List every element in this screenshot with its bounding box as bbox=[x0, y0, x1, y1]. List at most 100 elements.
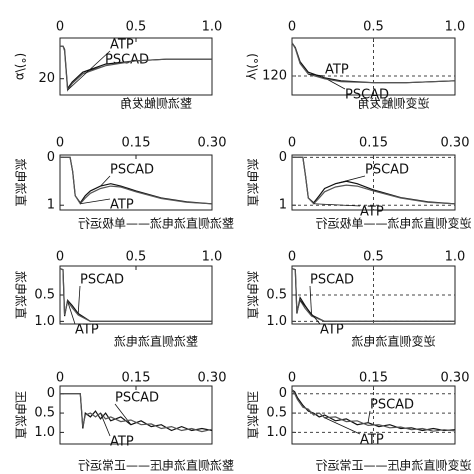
series-label: PSCAD bbox=[110, 163, 154, 178]
x-tick-label: 0 bbox=[56, 371, 64, 386]
x-tick-label: 0.5 bbox=[126, 250, 147, 265]
series-line bbox=[60, 393, 213, 433]
x-tick-label: 0.5 bbox=[126, 20, 147, 35]
y-axis-label: 直流电压 bbox=[14, 391, 28, 439]
x-tick-label: 1.0 bbox=[202, 250, 223, 265]
series-line bbox=[291, 389, 456, 432]
caption: 整流侧直流电压——正常运行 bbox=[78, 458, 234, 473]
caption: 整流侧直流电流——单极运行 bbox=[78, 216, 234, 231]
series-line bbox=[60, 393, 213, 432]
y-axis-label: 直流电压 bbox=[246, 391, 260, 439]
y-tick-label: 1.0 bbox=[34, 314, 55, 329]
label-arrow bbox=[367, 410, 371, 423]
x-tick-label: 0 bbox=[56, 250, 64, 265]
panel: 0 0.15 0.30 0 1 逆变侧直流电流——单极运行 直流电流 PSCAD ATP bbox=[246, 136, 472, 231]
caption: 逆变侧直流电流 bbox=[351, 334, 435, 349]
panel: 0 0.5 1.0 0.5 1.0 整流侧直流电流 直流电流 PSCAD ATP bbox=[14, 250, 223, 349]
series-line bbox=[291, 268, 455, 322]
label-arrow bbox=[324, 417, 361, 435]
y-tick-label: 0 bbox=[47, 386, 55, 401]
x-tick-label: 0.5 bbox=[363, 250, 384, 265]
caption: 逆变侧直流电压——正常运行 bbox=[315, 458, 471, 473]
caption: 整流侧触发角 bbox=[120, 96, 192, 111]
label-arrow bbox=[100, 175, 111, 187]
x-tick-label: 0.30 bbox=[198, 136, 227, 151]
y-tick-label: 0 bbox=[279, 386, 287, 401]
y-axis-label: 直流电流 bbox=[246, 271, 260, 319]
label-arrow bbox=[100, 412, 111, 437]
series-label: PSCAD bbox=[115, 391, 159, 406]
label-arrow bbox=[67, 301, 76, 325]
x-tick-label: 0.15 bbox=[359, 371, 388, 386]
series-line bbox=[60, 45, 212, 92]
panel: 0 0.15 0.30 0 1 整流侧直流电流——单极运行 直流电流 PSCAD ATP bbox=[14, 136, 235, 231]
label-arrow bbox=[308, 73, 326, 77]
y-tick-label: 0.5 bbox=[34, 288, 55, 303]
panel: 0 0.5 1.0 0.5 1.0 逆变侧直流电流 直流电流 PSCAD ATP bbox=[246, 250, 466, 349]
y-tick-label: 0 bbox=[279, 150, 287, 165]
caption: 逆变侧直流电流——单极运行 bbox=[315, 216, 471, 231]
y-tick-label: 20 bbox=[38, 71, 55, 86]
x-tick-label: 0 bbox=[288, 136, 296, 151]
series-label: ATP bbox=[75, 323, 99, 338]
y-axis-label: γ/(°) bbox=[246, 53, 260, 80]
y-tick-label: 0.5 bbox=[266, 406, 287, 421]
y-axis-label: α/(°) bbox=[14, 53, 28, 80]
panel: 0 0.15 0.30 0 0.5 1.0 逆变侧直流电压——正常运行 直流电压 PSCAD AT… bbox=[246, 371, 472, 473]
x-tick-label: 0.15 bbox=[359, 136, 388, 151]
x-tick-label: 0 bbox=[288, 20, 296, 35]
panel: 0 0.15 0.30 0 0.5 1.0 整流侧直流电压——正常运行 直流电压 PSCAD AT… bbox=[14, 371, 235, 473]
series-label: ATP bbox=[360, 205, 384, 220]
series-label: ATP bbox=[325, 63, 349, 78]
series-line bbox=[292, 156, 456, 205]
label-arrow bbox=[309, 285, 312, 316]
y-tick-label: 0 bbox=[47, 150, 55, 165]
series-label: ATP bbox=[360, 433, 384, 448]
label-arrow bbox=[77, 285, 81, 314]
x-tick-label: 0.5 bbox=[363, 20, 384, 35]
x-tick-label: 0 bbox=[288, 371, 296, 386]
y-tick-label: 1 bbox=[47, 198, 55, 213]
y-tick-label: 1.0 bbox=[34, 425, 55, 440]
x-tick-label: 0.15 bbox=[122, 136, 151, 151]
series-line bbox=[59, 268, 212, 322]
y-axis-label: 直流电流 bbox=[246, 158, 260, 206]
label-arrow bbox=[335, 175, 366, 185]
series-label: ATP bbox=[110, 435, 134, 450]
y-tick-label: 120 bbox=[262, 69, 287, 84]
x-tick-label: 0 bbox=[288, 250, 296, 265]
x-tick-label: 0.15 bbox=[122, 371, 151, 386]
panel: 0 0.5 1.0 120 逆变侧触发角 γ/(°) PSCAD ATP bbox=[246, 20, 466, 111]
series-label: PSCAD bbox=[365, 163, 409, 178]
y-axis-label: 直流电流 bbox=[14, 158, 28, 206]
label-arrow bbox=[67, 50, 111, 91]
x-tick-label: 0.30 bbox=[441, 136, 470, 151]
y-tick-label: 1 bbox=[279, 198, 287, 213]
y-axis-label: 直流电流 bbox=[14, 271, 28, 319]
y-tick-label: 0.5 bbox=[34, 406, 55, 421]
label-arrow bbox=[313, 203, 361, 207]
x-tick-label: 1.0 bbox=[445, 250, 466, 265]
series-label: PSCAD bbox=[345, 88, 389, 103]
label-arrow bbox=[80, 198, 111, 205]
x-tick-label: 0.30 bbox=[441, 371, 470, 386]
x-tick-label: 0 bbox=[56, 20, 64, 35]
caption: 逆变侧触发角 bbox=[357, 96, 429, 111]
caption: 整流侧直流电流 bbox=[114, 334, 198, 349]
series-label: ATP bbox=[110, 198, 134, 213]
y-tick-label: 0.5 bbox=[266, 288, 287, 303]
label-arrow bbox=[114, 403, 132, 425]
x-tick-label: 1.0 bbox=[202, 20, 223, 35]
x-tick-label: 0.30 bbox=[198, 371, 227, 386]
y-tick-label: 1.0 bbox=[266, 314, 287, 329]
series-line bbox=[60, 156, 213, 205]
series-label: PSCAD bbox=[370, 398, 414, 413]
x-tick-label: 1.0 bbox=[445, 20, 466, 35]
y-tick-label: 1.0 bbox=[266, 425, 287, 440]
series-label: ATP bbox=[110, 38, 134, 53]
x-tick-label: 0 bbox=[56, 136, 64, 151]
series-label: PSCAD bbox=[80, 273, 124, 288]
series-label: PSCAD bbox=[310, 273, 354, 288]
